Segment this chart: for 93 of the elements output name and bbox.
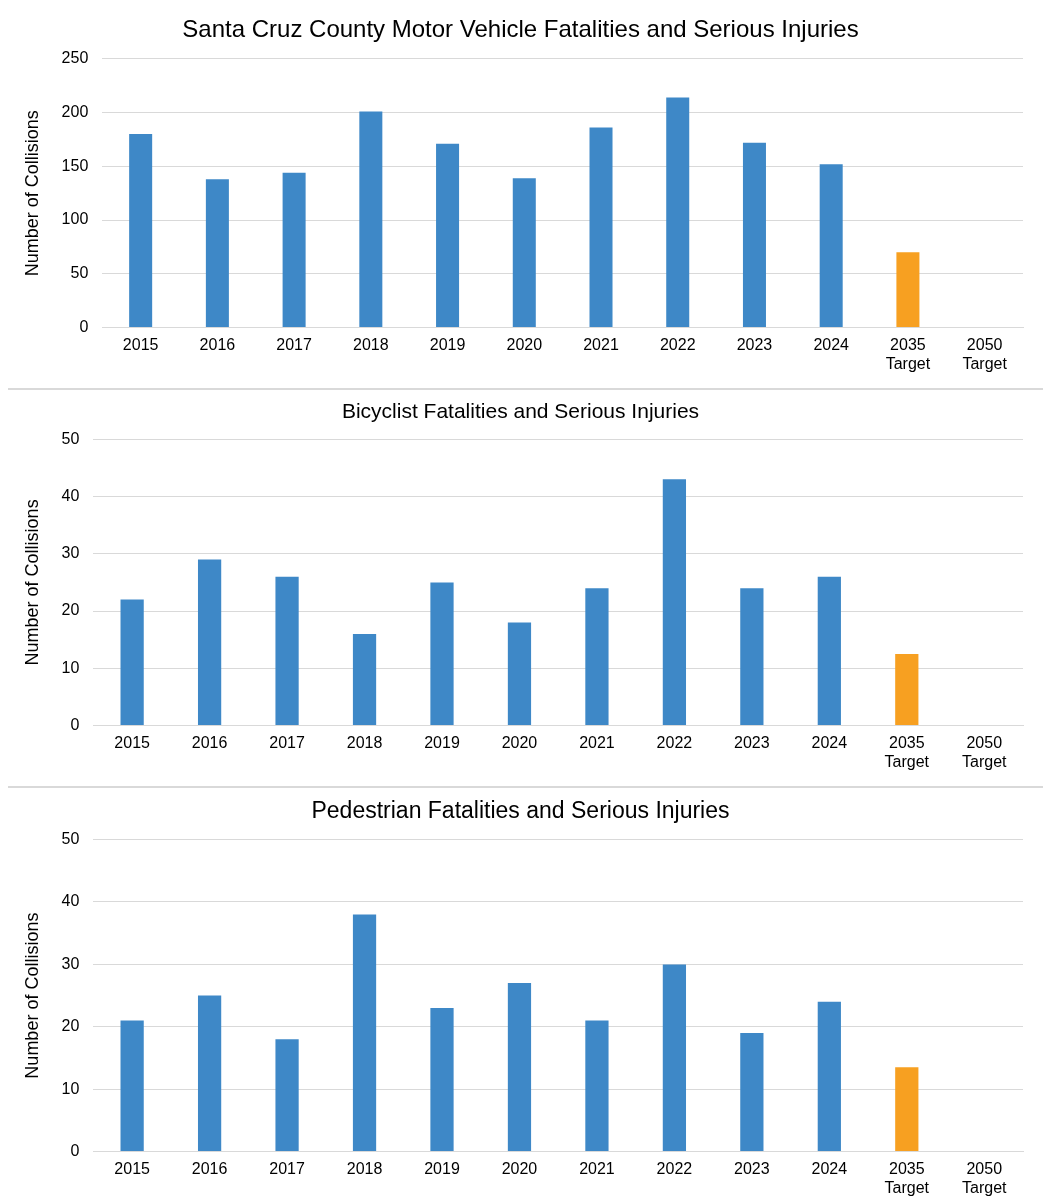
bar [742,142,766,328]
x-tick-label: 2035 Target [885,335,931,372]
bar [817,1001,841,1152]
y-axis-title: Number of Collisions [21,912,42,1079]
x-tick-label: 2022 [659,335,696,353]
y-tick-label: 250 [61,49,89,67]
y-tick-label: 0 [70,1142,80,1160]
bar [275,1039,299,1152]
x-tick-label: 2021 [583,335,619,353]
x-tick-label: 2022 [656,1159,693,1177]
bar [282,172,306,328]
bar [662,964,687,1152]
bar [352,633,377,726]
x-tick-label: 2018 [353,335,389,353]
bar [205,179,229,328]
bar [120,599,144,726]
bar [359,111,383,328]
bar [129,134,153,328]
y-tick-label: 10 [61,658,80,676]
bar [436,143,460,328]
bar [430,582,454,726]
x-tick-label: 2015 [122,335,159,353]
x-tick-label: 2050 Target [962,335,1008,372]
bar [585,588,609,726]
x-tick-label: 2050 Target [962,733,1008,770]
y-tick-label: 10 [61,1079,80,1097]
x-tick-label: 2016 [199,335,236,353]
x-tick-label: 2018 [346,733,383,751]
bar [895,1067,919,1152]
y-tick-label: 50 [61,830,80,848]
x-tick-label: 2015 [114,733,151,751]
bar [197,995,222,1152]
y-tick-label: 20 [61,601,80,619]
x-tick-label: 2019 [424,733,460,751]
x-tick-label: 2017 [269,733,305,751]
y-tick-label: 40 [61,486,80,504]
x-tick-label: 2024 [811,1159,848,1177]
x-tick-label: 2019 [429,335,466,353]
chart-title: Santa Cruz County Motor Vehicle Fatalities and Serious Injuries [182,15,859,43]
bar [896,252,920,328]
y-tick-label: 30 [61,954,80,972]
y-tick-label: 200 [61,102,89,120]
y-tick-label: 0 [79,318,89,336]
x-tick-label: 2050 Target [962,1159,1008,1196]
x-tick-label: 2020 [506,335,543,353]
y-axis-title: Number of Collisions [21,499,42,666]
bar [666,97,690,328]
x-tick-label: 2023 [736,335,773,353]
x-tick-label: 2018 [346,1159,383,1177]
bar [512,178,536,328]
bar [662,479,687,726]
bar [507,983,532,1152]
chart-title: Pedestrian Fatalities and Serious Injuries [311,797,730,824]
x-tick-label: 2024 [813,335,850,353]
x-tick-label: 2020 [501,733,538,751]
x-tick-label: 2021 [579,1159,615,1177]
y-tick-label: 30 [61,544,80,562]
y-tick-label: 20 [61,1017,80,1035]
y-tick-label: 50 [61,429,80,447]
y-tick-label: 150 [61,156,89,174]
chart-title: Bicyclist Fatalities and Serious Injuries [341,399,700,423]
bar [275,576,299,726]
x-tick-label: 2023 [734,733,770,751]
x-tick-label: 2016 [191,733,228,751]
bar [585,1020,609,1152]
bar [430,1008,454,1152]
bar [740,1033,764,1152]
bar [197,559,222,726]
bar [120,1020,144,1152]
x-tick-label: 2035 Target [884,733,930,770]
bar [819,164,843,328]
x-tick-label: 2022 [656,733,693,751]
bar [507,622,532,726]
x-tick-label: 2015 [114,1159,151,1177]
bar [895,654,919,726]
bar [740,588,764,726]
y-tick-label: 40 [61,892,80,910]
y-tick-label: 50 [70,264,89,282]
x-tick-label: 2035 Target [884,1159,930,1196]
x-tick-label: 2021 [579,733,615,751]
x-tick-label: 2016 [191,1159,228,1177]
x-tick-label: 2020 [501,1159,538,1177]
y-tick-label: 0 [70,716,80,734]
bar [589,127,613,328]
x-tick-label: 2023 [734,1159,770,1177]
x-tick-label: 2019 [424,1159,460,1177]
x-tick-label: 2024 [811,733,848,751]
x-tick-label: 2017 [276,335,313,353]
bar [817,576,841,726]
bar [352,914,377,1152]
y-axis-title: Number of Collisions [21,110,42,277]
y-tick-label: 100 [61,210,89,228]
x-tick-label: 2017 [269,1159,305,1177]
